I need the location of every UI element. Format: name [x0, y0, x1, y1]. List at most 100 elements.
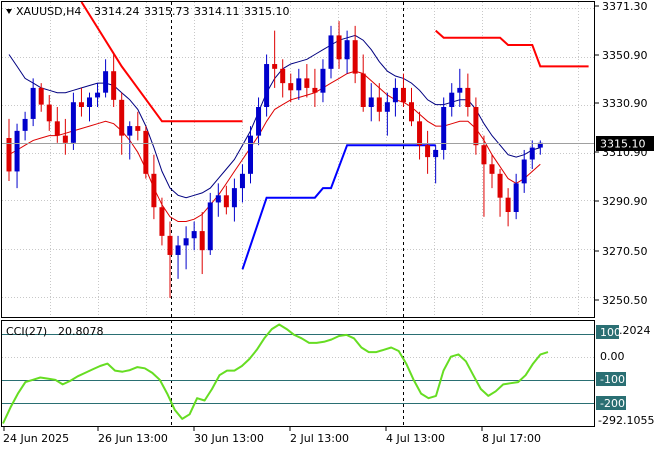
candle-body: [425, 145, 431, 158]
candle-body: [167, 235, 173, 255]
dropdown-triangle-icon[interactable]: [6, 9, 12, 14]
time-tick: 2 Jul 13:00: [289, 427, 349, 445]
candle-body: [14, 130, 20, 172]
candle-body: [376, 97, 382, 112]
candle: [481, 135, 487, 217]
candle-body: [441, 107, 447, 150]
cci-axis: 142.2024 100 0.00 -100 -200 -292.1055: [596, 324, 654, 427]
time-tick: 4 Jul 13:00: [385, 427, 445, 445]
candle: [6, 118, 12, 181]
candle: [159, 197, 165, 246]
candle-body: [127, 126, 133, 136]
symbol-label: XAUUSD,H4: [16, 5, 81, 18]
candle-body: [433, 149, 439, 158]
candle-body: [264, 64, 270, 107]
candle: [352, 25, 358, 84]
candle: [529, 140, 535, 170]
cci-label: CCI(27): [6, 325, 47, 338]
stop-down-line: [80, 1, 243, 123]
candle-body: [151, 173, 157, 208]
svg-text:4 Jul 13:00: 4 Jul 13:00: [386, 432, 445, 445]
candle-body: [296, 78, 302, 91]
svg-text:3290.90: 3290.90: [602, 195, 648, 208]
ohlc-close: 3315.10: [244, 5, 290, 18]
price-panel-frame: [1, 1, 595, 318]
ohlc-high: 3315.73: [144, 5, 190, 18]
candle-body: [183, 238, 189, 246]
candle: [70, 92, 76, 150]
candle: [304, 64, 310, 98]
candle: [264, 54, 270, 117]
candle-body: [111, 71, 117, 100]
stop-level-lines: [80, 1, 589, 270]
candle-body: [288, 83, 294, 91]
candle-body: [143, 130, 149, 174]
candle: [143, 126, 149, 179]
candle: [465, 73, 471, 117]
candle-body: [191, 231, 197, 239]
candle: [22, 111, 28, 141]
candle-body: [336, 35, 342, 60]
candle-body: [70, 102, 76, 143]
period-separators: [171, 2, 404, 427]
candle: [505, 188, 511, 227]
svg-text:30 Jun 13:00: 30 Jun 13:00: [194, 432, 264, 445]
candle-body: [392, 87, 398, 103]
cci-indicator: [2, 323, 594, 424]
candle: [54, 107, 60, 143]
candle: [320, 59, 326, 103]
candle: [376, 83, 382, 122]
cci-level-tag-minus100: -100: [596, 372, 626, 386]
candle-body: [368, 97, 374, 107]
svg-text:3250.50: 3250.50: [602, 294, 648, 307]
cci-level-tag-100: 100: [596, 325, 621, 339]
candle-body: [529, 147, 535, 160]
svg-text:3350.90: 3350.90: [602, 49, 648, 62]
candle: [425, 130, 431, 174]
price-tick: 3250.50: [594, 294, 648, 307]
current-price-tag: 3315.10: [596, 136, 654, 151]
candle: [127, 121, 133, 160]
candle-body: [215, 195, 221, 203]
candle: [409, 87, 414, 127]
time-tick: 8 Jul 17:00: [481, 427, 541, 445]
svg-text:3330.90: 3330.90: [602, 97, 648, 110]
candle-body: [280, 68, 286, 84]
candle: [38, 83, 44, 112]
time-tick: 30 Jun 13:00: [193, 427, 264, 445]
candle: [392, 78, 398, 117]
candle-body: [103, 71, 109, 93]
candle-body: [497, 173, 503, 198]
candle-body: [465, 87, 471, 107]
candle: [215, 183, 221, 217]
candle-body: [521, 159, 527, 184]
price-tick: 3330.90: [594, 97, 648, 110]
candlesticks: [6, 21, 543, 298]
svg-text:3371.30: 3371.30: [602, 0, 648, 13]
svg-text:-100: -100: [600, 373, 625, 386]
candle: [151, 154, 157, 220]
candle-body: [207, 202, 213, 251]
candle-body: [272, 64, 278, 69]
candle: [78, 87, 84, 117]
candle-body: [135, 126, 141, 131]
candle: [103, 59, 109, 98]
candle-body: [537, 142, 543, 148]
candle: [473, 97, 479, 155]
candle: [489, 154, 495, 189]
candle-body: [46, 104, 52, 122]
candle-body: [513, 183, 519, 212]
candle: [191, 221, 197, 251]
candle: [449, 83, 455, 117]
stop-down-line: [435, 29, 589, 68]
candle: [288, 73, 294, 103]
candle-body: [352, 40, 358, 74]
candle-body: [54, 121, 60, 136]
candle: [111, 54, 117, 107]
candle: [457, 68, 463, 107]
candle: [296, 68, 302, 100]
candle: [256, 97, 262, 146]
candle: [223, 185, 229, 215]
candle: [248, 126, 253, 184]
